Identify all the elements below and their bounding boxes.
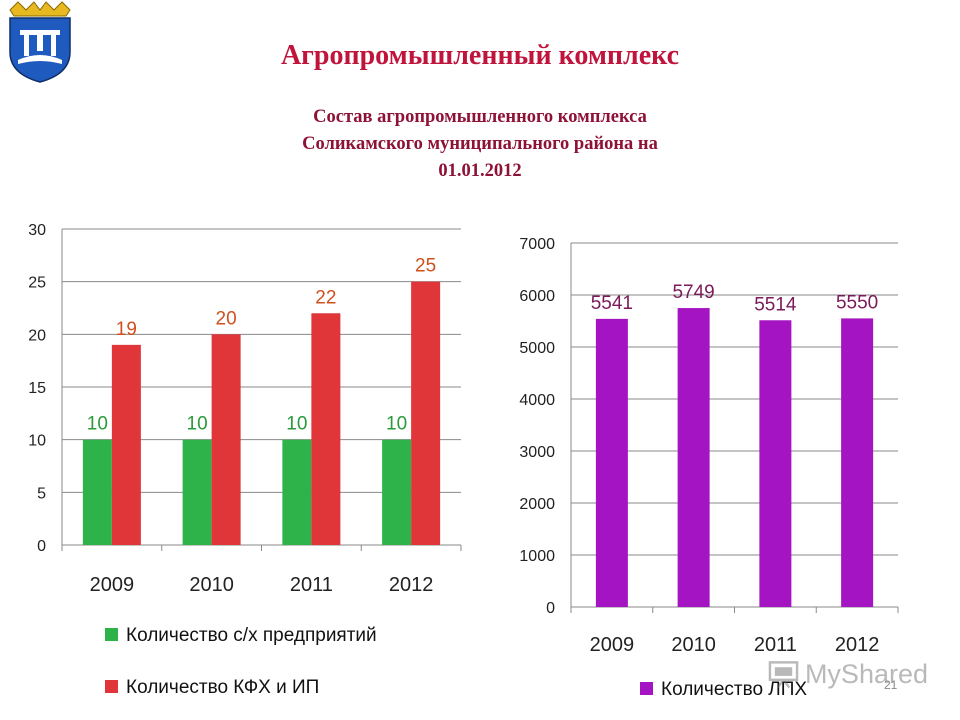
- bar: [382, 439, 412, 545]
- subtitle-line: Соликамского муниципального района на: [302, 134, 658, 154]
- watermark: MyShared: [768, 654, 928, 694]
- data-label: 5514: [754, 294, 797, 315]
- x-category-label: 2012: [389, 574, 434, 596]
- data-label: 20: [216, 308, 237, 329]
- data-label: 10: [87, 414, 108, 435]
- legend-swatch: [105, 680, 118, 693]
- y-tick-label: 2000: [519, 496, 555, 513]
- y-tick-label: 5: [37, 485, 46, 502]
- x-category-label: 2010: [671, 634, 716, 656]
- data-label: 10: [187, 414, 208, 435]
- x-category-label: 2012: [835, 634, 880, 656]
- y-tick-label: 3000: [519, 444, 555, 461]
- coat-of-arms-emblem: [9, 1, 71, 83]
- y-tick-label: 10: [28, 433, 46, 450]
- y-tick-label: 30: [28, 222, 46, 239]
- y-tick-label: 15: [28, 380, 46, 397]
- data-label: 19: [116, 319, 137, 340]
- y-tick-label: 20: [28, 327, 46, 344]
- chart-2: 0 1000 2000 3000 4000 5000 6000 7000 2009 2010 201…: [519, 236, 899, 700]
- data-label: 10: [386, 414, 407, 435]
- data-label: 5550: [836, 292, 878, 313]
- data-label: 22: [315, 287, 336, 308]
- bar: [311, 313, 341, 545]
- y-tick-label: 25: [28, 275, 46, 292]
- bar: [111, 344, 141, 545]
- y-tick-label: 0: [37, 538, 46, 555]
- subtitle-line: Состав агропромышленного комплекса: [313, 107, 647, 127]
- legend-label: Количество КФХ и ИП: [126, 677, 319, 698]
- bar: [211, 334, 241, 545]
- bar: [411, 281, 441, 545]
- data-label: 10: [286, 414, 307, 435]
- y-tick-label: 7000: [519, 236, 555, 253]
- y-tick-label: 4000: [519, 392, 555, 409]
- bar: [182, 439, 212, 545]
- bar: [677, 308, 710, 607]
- chart-1: 0 5 10 15 20 25 30 2009 2010 2011 2012 10 10 10 10 19 20…: [28, 222, 462, 698]
- y-tick-label: 5000: [519, 340, 555, 357]
- bar: [841, 318, 874, 607]
- bar: [759, 320, 792, 607]
- y-tick-label: 6000: [519, 288, 555, 305]
- slide-subtitle: Состав агропромышленного комплекса Солик…: [180, 104, 780, 185]
- y-tick-label: 1000: [519, 548, 555, 565]
- legend-label: Количество с/х предприятий: [126, 625, 377, 646]
- data-label: 25: [415, 256, 436, 277]
- bar: [595, 318, 628, 607]
- y-tick-label: 0: [546, 600, 555, 617]
- watermark-text: MyShared: [804, 658, 928, 689]
- legend-label: Количество ЛПХ: [661, 679, 807, 700]
- page-number: 21: [884, 678, 898, 692]
- data-label: 5749: [672, 282, 714, 303]
- x-category-label: 2011: [290, 574, 333, 596]
- x-category-label: 2010: [189, 574, 234, 596]
- legend-swatch: [105, 628, 118, 641]
- x-category-label: 2009: [590, 634, 635, 656]
- legend-swatch: [640, 682, 653, 695]
- slide-title: Агропромышленный комплекс: [280, 40, 680, 71]
- bar: [282, 439, 312, 545]
- presentation-icon: [768, 661, 799, 689]
- x-category-label: 2009: [90, 574, 135, 596]
- data-label: 5541: [591, 293, 633, 314]
- x-category-label: 2011: [754, 634, 797, 656]
- bar: [82, 439, 112, 545]
- subtitle-line: 01.01.2012: [438, 161, 522, 181]
